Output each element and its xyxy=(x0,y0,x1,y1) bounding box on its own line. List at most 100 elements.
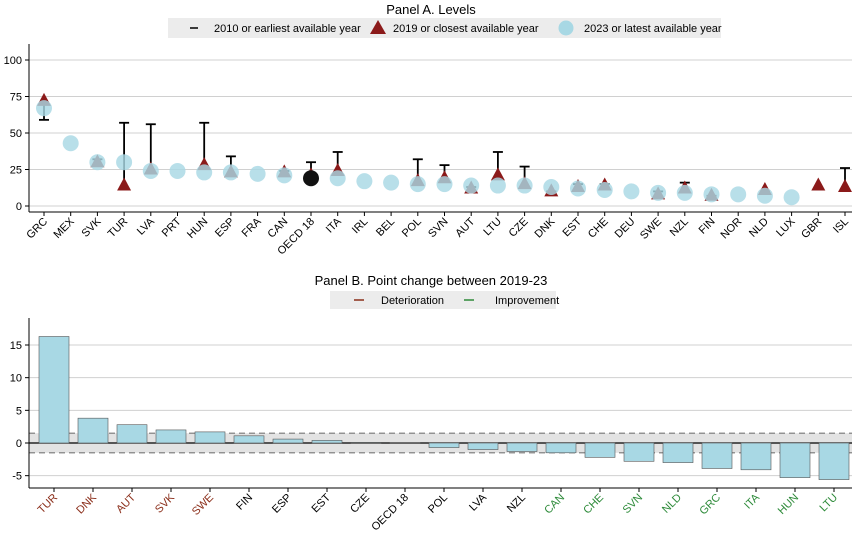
marker-2023 xyxy=(703,186,720,203)
x-tick-label: EST xyxy=(309,491,333,515)
legend-latest-label: 2023 or latest available year xyxy=(584,23,722,35)
bar-swe xyxy=(194,431,226,444)
panel-b-gridlines xyxy=(29,344,852,477)
country-irl xyxy=(356,173,373,190)
x-tick-label: POL xyxy=(400,216,424,240)
country-tur xyxy=(116,121,133,191)
panel-b-y-axis: -5 0 5 10 15 xyxy=(10,340,29,483)
bar-tur xyxy=(38,336,70,444)
x-tick-label: POL xyxy=(426,492,450,516)
marker-2023 xyxy=(409,176,426,193)
country-nor xyxy=(730,186,747,203)
x-tick-label: IRL xyxy=(350,216,371,237)
x-tick-label: FIN xyxy=(234,492,255,513)
marker-2023 xyxy=(650,184,667,201)
x-tick-label: LVA xyxy=(135,215,158,238)
country-bel xyxy=(383,174,400,191)
bar-hun xyxy=(779,442,811,478)
marker-2023 xyxy=(303,170,319,187)
country-deu xyxy=(623,183,640,200)
y-tick-label: 5 xyxy=(16,405,22,417)
country-aut xyxy=(463,177,480,194)
x-tick-label: NZL xyxy=(668,216,691,239)
legend-latest-marker xyxy=(558,20,574,36)
country-nld xyxy=(756,181,773,204)
x-tick-label: MEX xyxy=(51,215,77,241)
marker-2023 xyxy=(196,164,213,181)
marker-2023 xyxy=(756,187,773,204)
x-tick-label: HUN xyxy=(185,216,210,241)
country-dnk xyxy=(543,179,560,197)
marker-2023 xyxy=(249,165,266,182)
bar-fin xyxy=(233,435,265,444)
panel-b: Panel B. Point change between 2019-23 De… xyxy=(10,273,852,533)
marker-2023 xyxy=(623,183,640,200)
country-svn xyxy=(436,164,453,193)
country-mex xyxy=(62,135,79,152)
country-grc xyxy=(36,92,52,121)
marker-2023 xyxy=(89,154,106,171)
country-nzl xyxy=(676,180,693,201)
country-che xyxy=(596,177,613,198)
marker-2019 xyxy=(838,179,852,193)
legend-closest-marker xyxy=(370,20,386,34)
bar-can xyxy=(545,442,577,454)
panel-a: Panel A. Levels 2010 or earliest availab… xyxy=(4,2,852,257)
bar-ltu xyxy=(818,442,850,480)
x-tick-label: NLD xyxy=(660,492,684,516)
x-tick-label: ITA xyxy=(742,491,762,511)
country-esp xyxy=(222,155,239,181)
x-tick-label: SWE xyxy=(638,216,664,242)
country-lux xyxy=(783,189,800,206)
panel-b-bars xyxy=(38,336,850,480)
x-tick-label: DNK xyxy=(74,491,99,516)
marker-2023 xyxy=(783,189,800,206)
bar-nld xyxy=(662,442,694,463)
x-tick-label: FIN xyxy=(697,216,718,237)
x-tick-label: LVA xyxy=(467,491,490,514)
x-tick-label: LTU xyxy=(818,492,841,515)
x-tick-label: SWE xyxy=(190,492,216,518)
country-cze xyxy=(516,165,533,194)
marker-2023 xyxy=(329,170,346,187)
panel-a-gridlines xyxy=(29,59,852,207)
x-tick-label: SVK xyxy=(153,491,178,516)
x-tick-label: ESP xyxy=(270,492,294,516)
panel-a-y-axis: 0 25 50 75 100 xyxy=(4,55,29,213)
x-tick-label: CHE xyxy=(581,492,606,517)
x-tick-label: NOR xyxy=(719,216,745,242)
x-tick-label: GBR xyxy=(799,216,824,241)
x-tick-label: OECD 18 xyxy=(369,492,411,534)
x-tick-label: LTU xyxy=(481,216,504,239)
x-tick-label: LUX xyxy=(774,215,798,239)
marker-2023 xyxy=(116,154,133,171)
x-tick-label: CZE xyxy=(348,492,372,516)
x-tick-label: SVN xyxy=(426,216,451,241)
country-oecd-18 xyxy=(303,161,319,187)
bar-svk xyxy=(155,429,187,444)
marker-2023 xyxy=(489,177,506,194)
bar-che xyxy=(584,442,616,458)
panel-a-marks xyxy=(36,92,852,206)
x-tick-label: ISL xyxy=(831,216,851,236)
x-tick-label: AUT xyxy=(114,491,138,515)
y-tick-label: 75 xyxy=(10,92,22,104)
y-tick-label: -5 xyxy=(12,471,22,483)
bar-lva xyxy=(467,442,499,450)
country-svk xyxy=(89,154,106,171)
bar-nzl xyxy=(506,442,538,452)
bar-aut xyxy=(116,424,148,444)
x-tick-label: DNK xyxy=(533,215,558,240)
marker-2023 xyxy=(356,173,373,190)
country-est xyxy=(570,179,586,197)
x-tick-label: CHE xyxy=(586,216,611,241)
country-lva xyxy=(142,123,159,179)
country-isl xyxy=(838,167,852,193)
marker-2023 xyxy=(596,181,613,198)
y-tick-label: 50 xyxy=(10,128,22,140)
marker-2023 xyxy=(276,167,293,184)
x-tick-label: NZL xyxy=(505,492,528,515)
x-tick-label: ESP xyxy=(213,216,237,240)
